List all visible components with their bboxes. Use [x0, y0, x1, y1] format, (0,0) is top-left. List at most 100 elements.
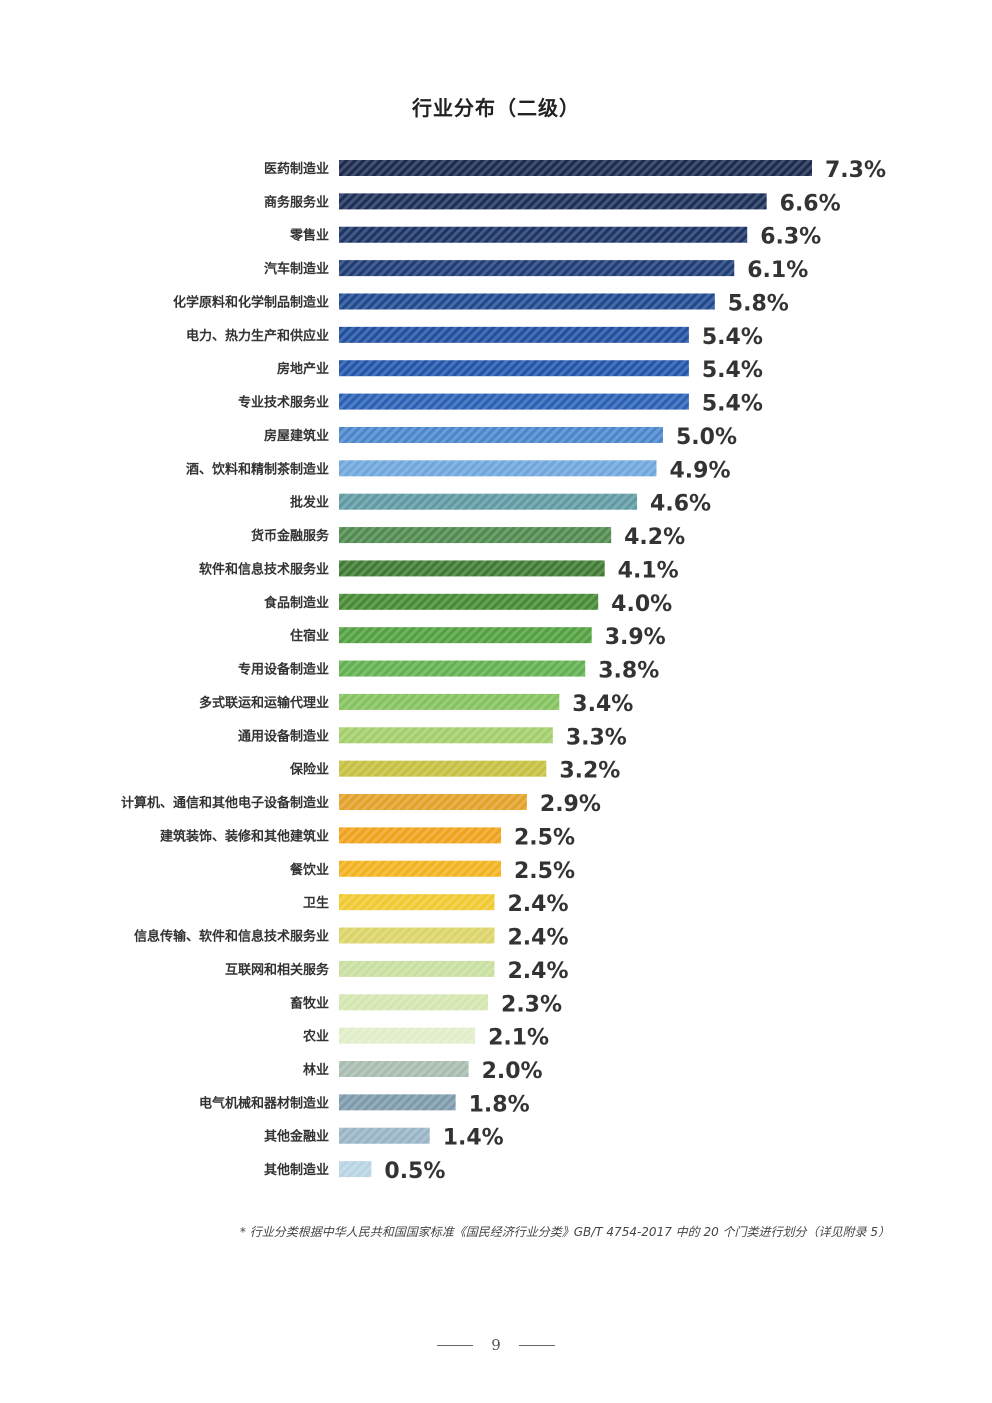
value-label: 4.2%: [624, 525, 685, 550]
category-label: 专业技术服务业: [238, 395, 329, 411]
page-number: 9: [491, 1336, 501, 1354]
category-label: 房地产业: [277, 361, 329, 377]
value-label: 5.0%: [676, 425, 737, 450]
bar-hatch: [339, 1127, 430, 1144]
bar-hatch: [339, 593, 599, 610]
category-label: 其他金融业: [264, 1129, 329, 1145]
value-label: 0.5%: [384, 1159, 445, 1184]
value-label: 6.3%: [760, 225, 821, 250]
bar-hatch: [339, 260, 735, 277]
bar-hatch: [339, 1094, 456, 1111]
category-label: 化学原料和化学制品制造业: [173, 294, 329, 310]
category-label: 其他制造业: [264, 1162, 329, 1178]
category-label: 电力、热力生产和供应业: [186, 328, 329, 344]
value-label: 1.4%: [443, 1126, 504, 1151]
category-label: 卫生: [303, 895, 329, 911]
value-label: 5.4%: [702, 358, 763, 383]
bar-hatch: [339, 527, 612, 544]
value-label: 3.8%: [598, 659, 659, 684]
bar-hatch: [339, 994, 489, 1011]
value-label: 2.9%: [540, 792, 601, 817]
category-label: 餐饮业: [289, 862, 329, 878]
bar-hatch: [339, 426, 663, 443]
value-label: 5.4%: [702, 392, 763, 417]
bar-hatch: [339, 193, 767, 210]
value-label: 6.6%: [780, 191, 841, 216]
category-label: 林业: [303, 1062, 329, 1078]
value-label: 1.8%: [469, 1092, 530, 1117]
value-label: 2.4%: [508, 926, 569, 951]
bar-hatch: [339, 860, 501, 877]
category-label: 酒、饮料和精制茶制造业: [186, 461, 329, 477]
bar-hatch: [339, 960, 495, 977]
value-label: 3.3%: [566, 725, 627, 750]
bar-hatch: [339, 460, 657, 477]
category-label: 软件和信息技术服务业: [199, 561, 329, 577]
category-label: 汽车制造业: [264, 261, 329, 277]
value-label: 4.0%: [611, 592, 672, 617]
bar-hatch: [339, 493, 638, 510]
value-label: 3.2%: [559, 759, 620, 784]
bar-hatch: [339, 1027, 476, 1044]
value-label: 5.8%: [728, 291, 789, 316]
bar-hatch: [339, 360, 689, 377]
category-label: 农业: [302, 1029, 329, 1045]
category-label: 保险业: [289, 762, 329, 778]
bar-hatch: [339, 727, 553, 744]
page-footer: 9: [0, 1334, 992, 1356]
value-label: 6.1%: [747, 258, 808, 283]
category-label: 食品制造业: [264, 595, 329, 611]
bar-hatch: [339, 760, 547, 777]
category-label: 医药制造业: [264, 161, 329, 177]
bar-hatch: [339, 560, 605, 577]
category-label: 通用设备制造业: [238, 728, 329, 744]
category-label: 专用设备制造业: [238, 662, 329, 678]
bar-hatch: [339, 1161, 372, 1178]
bar-hatch: [339, 693, 560, 710]
chart-title: 行业分布（二级）: [412, 96, 580, 120]
value-label: 4.1%: [618, 558, 679, 583]
bar-hatch: [339, 627, 592, 644]
bar-hatch: [339, 226, 748, 243]
value-label: 4.9%: [669, 458, 730, 483]
value-label: 5.4%: [702, 325, 763, 350]
footer-line-right: [518, 1344, 555, 1346]
bar-hatch: [339, 160, 812, 176]
category-label: 建筑装饰、装修和其他建筑业: [160, 828, 329, 844]
category-label: 畜牧业: [290, 995, 329, 1011]
bar-hatch: [339, 660, 586, 677]
category-label: 电气机械和器材制造业: [199, 1095, 329, 1111]
category-label: 信息传输、软件和信息技术服务业: [134, 929, 329, 945]
bar-hatch: [339, 894, 495, 911]
value-label: 2.3%: [501, 992, 562, 1017]
category-label: 批发业: [290, 495, 329, 511]
category-label: 互联网和相关服务: [225, 962, 330, 978]
value-label: 2.4%: [508, 892, 569, 917]
category-label: 住宿业: [290, 628, 329, 644]
category-label: 零售业: [289, 228, 329, 244]
bar-hatch: [339, 794, 527, 811]
value-label: 2.0%: [482, 1059, 543, 1084]
value-label: 2.5%: [514, 859, 575, 884]
value-label: 4.6%: [650, 492, 711, 517]
value-label: 2.1%: [488, 1026, 549, 1051]
bar-hatch: [339, 1060, 469, 1077]
bar-hatch: [339, 326, 689, 343]
category-label: 商务服务业: [264, 194, 329, 210]
category-label: 货币金融服务: [251, 528, 330, 544]
value-label: 3.4%: [572, 692, 633, 717]
category-label: 计算机、通信和其他电子设备制造业: [121, 795, 329, 811]
footer-line-left: [437, 1344, 474, 1346]
bar-hatch: [339, 393, 689, 410]
value-label: 3.9%: [605, 625, 666, 650]
category-label: 多式联运和运输代理业: [199, 695, 329, 711]
value-label: 2.4%: [508, 959, 569, 984]
value-label: 7.3%: [825, 158, 886, 183]
value-label: 2.5%: [514, 825, 575, 850]
bar-hatch: [339, 293, 715, 310]
bar-hatch: [339, 927, 495, 944]
bar-hatch: [339, 827, 501, 844]
footnote: * 行业分类根据中华人民共和国国家标准《国民经济行业分类》GB/T 4754-2…: [239, 1225, 890, 1239]
category-label: 房屋建筑业: [264, 428, 329, 444]
bar-chart: 医药制造业 7.3% 商务服务业 6.6% 零售业 6.3% 汽车制造业 6.1% 化学原料和化…: [121, 158, 886, 1184]
